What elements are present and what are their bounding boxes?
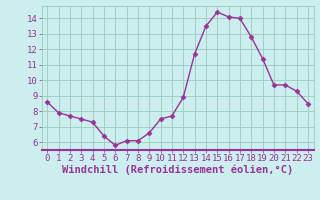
X-axis label: Windchill (Refroidissement éolien,°C): Windchill (Refroidissement éolien,°C) <box>62 165 293 175</box>
